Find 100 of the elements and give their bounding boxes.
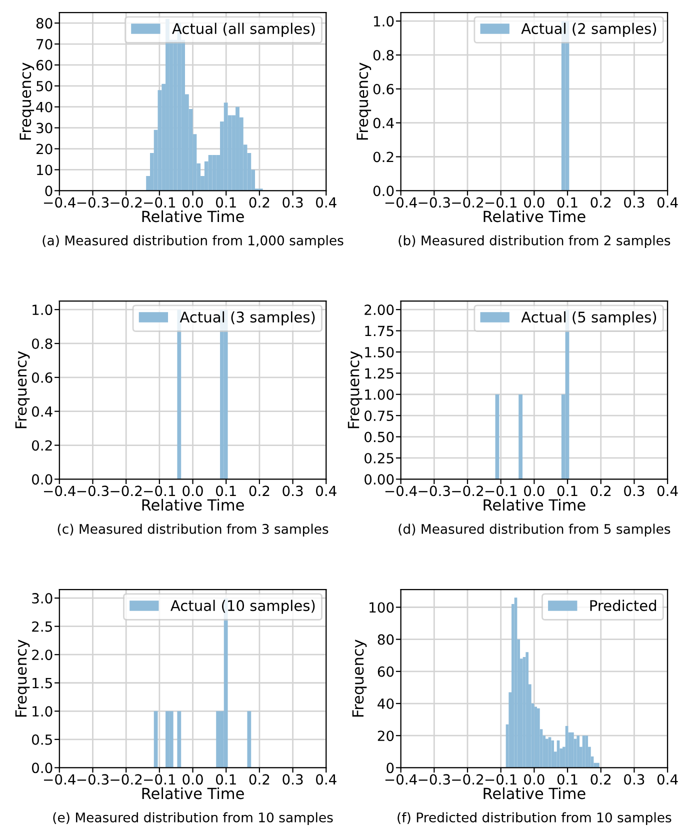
x-tick-label: 0.4 [316, 774, 336, 785]
y-tick-label: 50 [36, 80, 52, 92]
x-tick-label: −0.3 [77, 774, 109, 785]
x-tick-label: 0.2 [249, 774, 270, 785]
text: (c) Measured distribution from 3 samples [58, 524, 328, 536]
x-axis-title: Relative Time [142, 498, 244, 511]
y-axis-title: Frequency [20, 62, 34, 140]
x-tick-label: 0.3 [624, 774, 644, 785]
y-tick-label: 100 [370, 602, 394, 613]
x-tick-label: −0.3 [418, 774, 450, 785]
y-tick-label: 1.00 [365, 389, 394, 400]
y-tick-label: 2.00 [364, 304, 394, 316]
x-tick-label: −0.1 [144, 197, 176, 208]
legend-label: Actual (2 samples) [521, 22, 656, 37]
x-tick-label: 0.3 [282, 774, 303, 785]
x-tick-label: −0.4 [385, 486, 417, 496]
y-tick-label: 0.00 [364, 474, 394, 485]
x-tick-label: −0.3 [77, 197, 109, 208]
x-tick-label: −0.4 [44, 197, 76, 208]
x-axis-title: Relative Time [484, 498, 586, 511]
x-axis-title: Relative Time [142, 787, 244, 800]
legend-label: Actual (3 samples) [180, 311, 315, 326]
x-tick-label: −0.1 [485, 774, 516, 785]
y-tick-label: 60 [36, 60, 52, 70]
x-tick-label: 0.1 [557, 486, 578, 496]
x-tick-label: 0.3 [624, 486, 644, 496]
y-tick-label: 70 [36, 38, 52, 50]
x-tick-label: 0.4 [657, 197, 678, 208]
y-tick-label: 40 [36, 102, 52, 112]
x-tick-label: 0.0 [182, 197, 203, 208]
y-axis-title: Frequency [348, 351, 362, 428]
y-tick-label: 30 [36, 122, 52, 134]
y-tick-label: 0.0 [32, 762, 52, 774]
y-axis-title: Frequency [15, 640, 30, 717]
y-tick-label: 80 [36, 18, 52, 29]
x-tick-label: −0.1 [485, 486, 516, 496]
y-tick-label: 20 [36, 144, 52, 154]
x-tick-label: −0.4 [44, 486, 76, 496]
x-tick-label: −0.3 [418, 197, 450, 208]
x-tick-label: −0.1 [144, 486, 176, 496]
y-tick-label: 10 [37, 164, 52, 176]
y-tick-label: 1.0 [374, 16, 394, 27]
y-tick-label: 0.8 [32, 338, 52, 349]
y-tick-label: 0.8 [373, 50, 394, 60]
x-tick-label: 0.2 [249, 486, 270, 496]
y-tick-label: 0.5 [32, 734, 52, 745]
text: (b) Measured distribution from 2 samples [398, 235, 670, 248]
x-tick-label: −0.2 [452, 197, 483, 208]
x-tick-label: 0.3 [624, 197, 644, 208]
text: (a) Measured distribution from 1,000 samples [42, 235, 344, 248]
x-tick-label: −0.2 [110, 486, 142, 496]
y-tick-label: 1.5 [32, 678, 52, 688]
x-tick-label: −0.2 [110, 774, 142, 785]
x-tick-label: 0.4 [657, 774, 678, 785]
y-axis-title: Frequency [15, 351, 30, 428]
x-axis-title: Relative Time [484, 210, 586, 222]
y-tick-label: 0 [45, 186, 52, 196]
x-tick-label: 0.1 [216, 774, 236, 785]
y-tick-label: 1.0 [32, 706, 52, 717]
legend-label: Actual (5 samples) [521, 311, 656, 326]
x-tick-label: 0.3 [282, 486, 303, 496]
x-axis-title: Relative Time [142, 210, 244, 222]
y-tick-label: 2.0 [32, 650, 52, 660]
y-tick-label: 0.4 [373, 118, 394, 128]
text: (f) Predicted distribution from 10 samples [398, 812, 672, 825]
y-tick-label: 80 [378, 634, 394, 645]
x-tick-label: 0.0 [524, 774, 544, 785]
legend-label: Predicted [590, 600, 656, 612]
x-tick-label: −0.4 [44, 774, 76, 785]
x-tick-label: 0.1 [216, 486, 236, 496]
x-tick-label: −0.3 [77, 486, 109, 496]
x-tick-label: −0.2 [110, 197, 142, 208]
y-tick-label: 0.6 [373, 84, 394, 94]
y-tick-label: 1.0 [32, 304, 52, 316]
y-tick-label: 2.5 [32, 621, 52, 632]
y-tick-label: 0.50 [364, 432, 394, 442]
text: (d) Measured distribution from 5 samples [398, 524, 670, 536]
y-tick-label: 40 [378, 698, 394, 709]
x-tick-label: −0.1 [485, 197, 516, 208]
x-tick-label: −0.4 [385, 774, 417, 785]
x-tick-label: 0.1 [557, 197, 578, 208]
x-tick-label: 0.2 [590, 774, 611, 785]
legend-label: Actual (all samples) [172, 22, 315, 37]
y-tick-label: 0.4 [32, 406, 52, 417]
x-tick-label: 0.2 [590, 197, 611, 208]
x-tick-label: 0.0 [182, 486, 203, 496]
legend-label: Actual (10 samples) [170, 600, 315, 614]
x-tick-label: −0.1 [144, 774, 176, 785]
y-tick-label: 1.50 [365, 346, 394, 358]
y-tick-label: 0.0 [32, 474, 52, 485]
x-tick-label: −0.4 [385, 197, 417, 208]
y-tick-label: 0.25 [364, 452, 394, 464]
y-tick-label: 0.0 [373, 186, 394, 196]
x-axis-title: Relative Time [484, 787, 586, 800]
x-tick-label: −0.2 [452, 486, 483, 496]
x-tick-label: 0.4 [657, 486, 678, 496]
y-tick-label: 0.75 [364, 410, 394, 422]
y-tick-label: 0 [386, 762, 394, 774]
y-tick-label: 60 [378, 666, 394, 677]
y-axis-title: Frequency [352, 640, 367, 717]
